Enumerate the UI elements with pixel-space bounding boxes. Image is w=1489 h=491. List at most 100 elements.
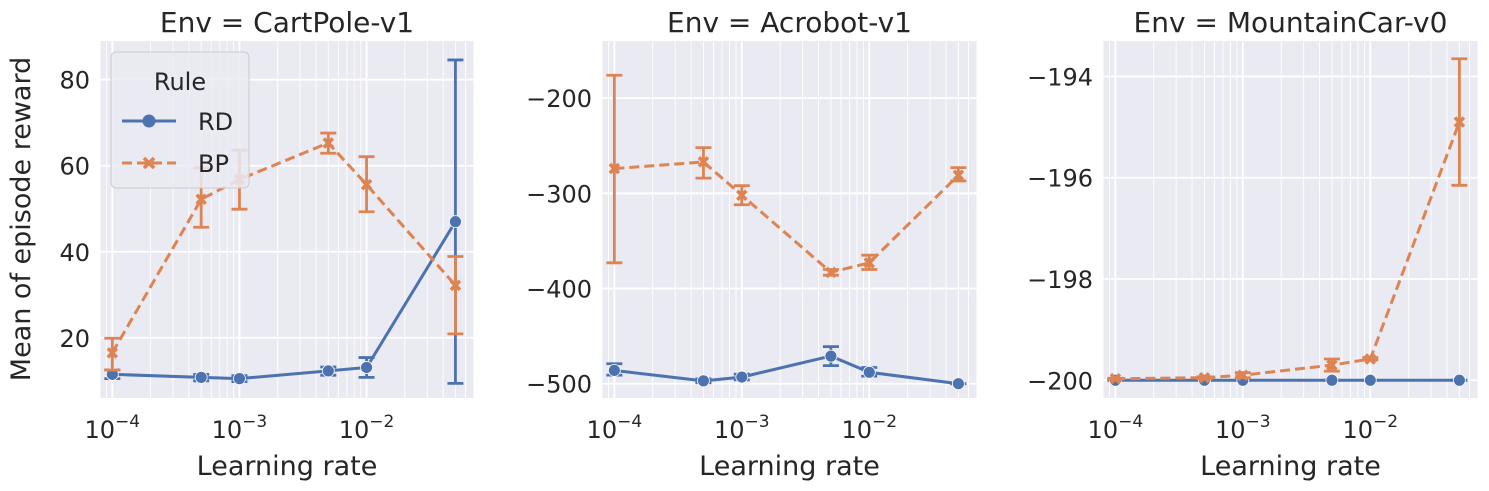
x-tick-base: 10 — [714, 416, 745, 444]
y-tick-label: 80 — [59, 67, 90, 95]
x-tick-base: 10 — [1342, 416, 1373, 444]
data-point — [360, 178, 373, 191]
series-line — [112, 220, 457, 381]
x-tick-label: 10−3 — [212, 412, 268, 444]
series-RD — [606, 345, 967, 391]
data-point — [608, 162, 621, 175]
x-tick-base: 10 — [212, 416, 243, 444]
legend-marker — [142, 114, 156, 128]
x-tick-label: 10−2 — [841, 412, 897, 444]
x-axis-label: Learning rate — [197, 451, 378, 482]
y-tick-label: 40 — [59, 239, 90, 267]
legend-title: Rule — [154, 68, 206, 96]
data-point — [106, 347, 119, 359]
y-axis-label: Mean of episode reward — [6, 57, 37, 381]
x-tick-base: 10 — [587, 416, 618, 444]
data-point — [735, 370, 749, 384]
data-point — [1325, 373, 1339, 387]
plot-area — [602, 41, 977, 398]
x-tick-base: 10 — [1215, 416, 1246, 444]
y-tick-label: −500 — [526, 371, 592, 399]
series-line — [1115, 121, 1461, 381]
data-point — [824, 349, 838, 363]
x-tick-base: 10 — [85, 416, 116, 444]
x-tick-exponent: −4 — [617, 412, 642, 432]
series-line — [111, 141, 457, 354]
x-tick-exponent: −4 — [115, 412, 140, 432]
x-tick-base: 10 — [339, 416, 370, 444]
legend-label: BP — [198, 150, 229, 178]
x-tick-exponent: −2 — [369, 412, 394, 432]
data-point — [1453, 116, 1466, 128]
data-point — [862, 365, 876, 379]
x-tick-exponent: −4 — [1118, 412, 1143, 432]
x-tick-exponent: −3 — [242, 412, 267, 432]
y-tick-label: −194 — [1027, 63, 1093, 91]
series-line — [614, 354, 959, 386]
data-point — [322, 137, 335, 149]
x-tick-label: 10−4 — [587, 412, 643, 444]
x-tick-exponent: −2 — [1373, 412, 1398, 432]
data-point — [697, 374, 710, 388]
series-BP — [1107, 57, 1468, 385]
series-BP — [606, 73, 967, 279]
x-tick-label: 10−4 — [85, 412, 141, 444]
data-point — [697, 156, 710, 168]
data-point — [449, 215, 462, 229]
data-point — [607, 363, 621, 377]
data-point — [1364, 353, 1377, 365]
data-point — [321, 364, 335, 378]
data-point — [1237, 369, 1249, 381]
data-point — [1363, 373, 1377, 387]
y-tick-label: −400 — [526, 276, 592, 304]
y-tick-label: −300 — [526, 180, 592, 208]
panel-title: Env = Acrobot-v1 — [667, 6, 912, 39]
plot-area — [1103, 41, 1478, 398]
data-point — [1452, 373, 1466, 387]
x-tick-label: 10−4 — [1088, 412, 1144, 444]
x-tick-label: 10−2 — [1342, 412, 1398, 444]
y-tick-label: −200 — [1027, 367, 1093, 395]
x-tick-label: 10−3 — [1215, 412, 1271, 444]
data-point — [1109, 372, 1122, 385]
data-point — [449, 279, 462, 292]
legend-marker — [142, 156, 156, 170]
data-point — [825, 266, 837, 279]
data-point — [736, 189, 748, 201]
y-tick-label: 20 — [59, 325, 90, 353]
legend-entry-RD: RD — [122, 108, 233, 136]
x-axis-label: Learning rate — [699, 451, 880, 482]
panel-title: Env = MountainCar-v0 — [1134, 6, 1448, 39]
x-tick-exponent: −3 — [1246, 412, 1271, 432]
legend: Rule RD BP — [110, 51, 250, 189]
data-point — [952, 169, 965, 182]
y-tick-label: −198 — [1027, 266, 1093, 294]
data-point — [951, 377, 965, 391]
legend-label: RD — [198, 108, 233, 136]
series-line — [614, 160, 960, 274]
data-point — [1198, 371, 1211, 384]
data-point — [194, 370, 208, 384]
x-tick-base: 10 — [1088, 416, 1119, 444]
data-point — [863, 257, 876, 269]
y-tick-label: −200 — [526, 85, 592, 113]
y-tick-label: −196 — [1027, 165, 1093, 193]
series-RD — [1107, 373, 1468, 387]
x-tick-label: 10−2 — [339, 412, 395, 444]
data-point — [233, 372, 246, 386]
x-tick-exponent: −3 — [745, 412, 770, 432]
x-tick-base: 10 — [841, 416, 872, 444]
x-axis-label: Learning rate — [1200, 451, 1381, 482]
x-tick-label: 10−3 — [714, 412, 770, 444]
panel-title: Env = CartPole-v1 — [160, 6, 414, 39]
data-point — [195, 193, 207, 206]
x-tick-exponent: −2 — [872, 412, 897, 432]
y-tick-label: 60 — [59, 153, 90, 181]
legend-entry-BP: BP — [122, 150, 229, 178]
legend-box — [110, 51, 250, 189]
data-point — [1326, 359, 1338, 371]
